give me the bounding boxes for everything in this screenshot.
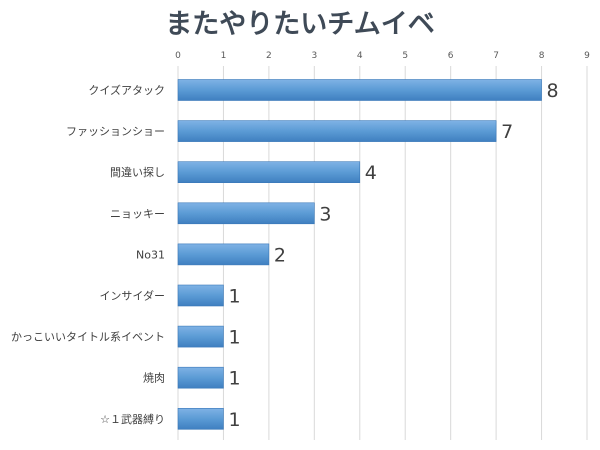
data-label: 1 <box>228 286 240 308</box>
category-label: クイズアタック <box>88 83 165 97</box>
data-labels: 8 7 4 3 2 1 1 1 1 <box>228 80 558 431</box>
data-label: 4 <box>365 162 377 184</box>
bar <box>177 407 224 430</box>
data-label: 8 <box>547 80 559 102</box>
category-label: ☆１武器縛り <box>100 412 165 426</box>
x-tick-label: 2 <box>266 51 272 61</box>
bars <box>177 79 542 430</box>
x-tick-label: 3 <box>311 51 317 61</box>
chart-title: またやりたいチムイベ <box>165 9 435 40</box>
category-label: 間違い探し <box>110 166 165 179</box>
bar <box>177 243 270 266</box>
x-tick-label: 4 <box>357 51 363 61</box>
bar <box>177 325 224 348</box>
category-label: インサイダー <box>99 289 165 303</box>
bar <box>177 120 497 142</box>
category-label: 焼肉 <box>143 372 165 385</box>
data-label: 3 <box>319 203 331 225</box>
bar <box>177 79 542 101</box>
bar <box>177 366 224 389</box>
x-tick-label: 0 <box>175 51 181 61</box>
bar <box>177 202 315 225</box>
data-label: 7 <box>501 121 513 143</box>
category-label: ニョッキー <box>110 207 165 220</box>
data-label: 1 <box>228 368 240 390</box>
x-axis-ticks: 0 1 2 3 4 5 6 7 8 9 <box>175 51 590 61</box>
x-tick-label: 5 <box>402 51 408 61</box>
x-tick-label: 8 <box>539 51 545 61</box>
data-label: 1 <box>228 409 240 431</box>
category-label: ファッションショー <box>66 125 165 138</box>
data-label: 1 <box>228 327 240 349</box>
x-tick-label: 9 <box>584 51 590 61</box>
x-tick-label: 1 <box>221 51 227 61</box>
x-tick-label: 6 <box>448 51 454 61</box>
category-label: No31 <box>136 248 165 261</box>
x-tick-label: 7 <box>493 51 499 61</box>
category-label: かっこいいタイトル系イベント <box>11 331 165 344</box>
bar <box>177 284 224 307</box>
data-label: 2 <box>274 244 286 266</box>
bar <box>177 161 361 183</box>
